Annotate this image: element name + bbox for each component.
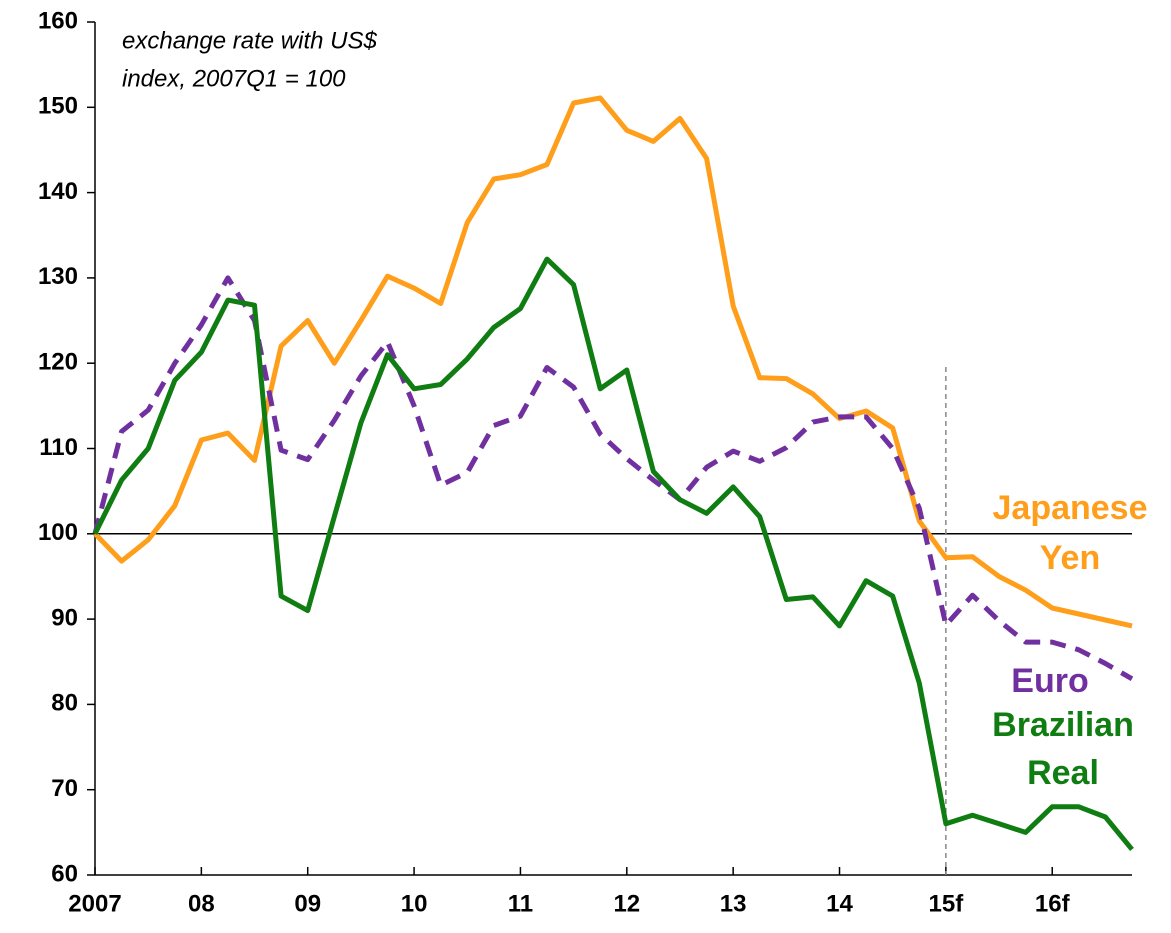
annotation: exchange rate with US$ — [122, 27, 377, 54]
y-tick-label: 80 — [51, 690, 78, 717]
x-tick-label: 11 — [508, 890, 533, 917]
y-tick-label: 160 — [38, 7, 78, 34]
y-tick-label: 150 — [38, 93, 78, 120]
y-tick-label: 120 — [38, 349, 78, 376]
y-tick-label: 100 — [38, 519, 78, 546]
x-tick-label: 13 — [720, 890, 747, 917]
y-tick-label: 90 — [51, 604, 78, 631]
x-tick-label: 10 — [401, 890, 428, 917]
annotation: index, 2007Q1 = 100 — [122, 65, 346, 92]
x-tick-label: 16f — [1035, 890, 1071, 917]
series-label: Japanese Yen — [993, 489, 1148, 577]
x-tick-label: 2007 — [68, 890, 121, 917]
series-label: Euro — [1011, 662, 1088, 700]
x-tick-label: 08 — [188, 890, 215, 917]
y-tick-label: 60 — [51, 860, 78, 887]
y-tick-label: 130 — [38, 263, 78, 290]
series-label: Brazilian Real — [992, 706, 1134, 792]
y-tick-label: 110 — [39, 434, 78, 461]
x-tick-label: 15f — [929, 890, 965, 917]
y-tick-label: 70 — [51, 775, 78, 802]
series-line — [93, 95, 1133, 629]
x-tick-label: 09 — [294, 890, 321, 917]
series-line — [92, 275, 1134, 681]
series-line — [92, 256, 1134, 851]
y-tick-label: 140 — [38, 178, 78, 205]
x-tick-label: 12 — [613, 890, 640, 917]
x-tick-label: 14 — [826, 890, 853, 917]
